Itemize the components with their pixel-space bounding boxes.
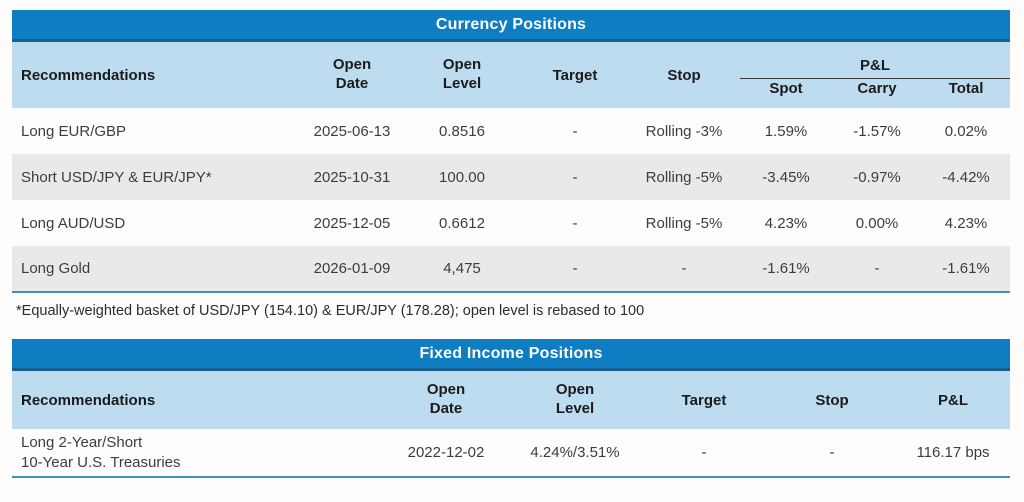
open-date-cell: 2026-01-09 (313, 260, 391, 277)
pl-carry-cell: 0.00% (855, 214, 899, 232)
currency-header-row: Recommendations Open Date Open Level Tar… (12, 42, 1010, 92)
currency-header-open-date: Open Date (332, 56, 372, 92)
currency-header-recommendations: Recommendations (21, 66, 156, 84)
fixed-income-table: Recommendations Open Date Open Level Tar… (12, 371, 1010, 478)
target-cell: - (701, 443, 707, 461)
fixed-income-header-pl: P&L (938, 391, 968, 409)
open-level-cell: 4.24%/3.51% (530, 443, 620, 461)
pl-spot-cell: -3.45% (762, 168, 810, 186)
currency-header-target: Target (552, 66, 598, 84)
pl-spot-cell: 1.59% (764, 122, 808, 140)
stop-cell: Rolling -5% (645, 214, 723, 232)
stop-cell: - (681, 260, 687, 277)
recommendation-cell: Long 2-Year/Short 10-Year U.S. Treasurie… (21, 434, 181, 471)
pl-carry-cell: -1.57% (853, 122, 901, 140)
currency-table: Recommendations Open Date Open Level Tar… (12, 42, 1010, 293)
table-row: Short USD/JPY & EUR/JPY* 2025-10-31 100.… (12, 154, 1010, 200)
target-cell: - (572, 214, 578, 232)
fixed-income-header-open-date: Open Date (426, 381, 466, 417)
pl-total-cell: -4.42% (942, 168, 990, 186)
currency-header-open-level: Open Level (442, 56, 482, 92)
pl-total-cell: 4.23% (944, 214, 988, 232)
open-level-cell: 100.00 (439, 168, 485, 186)
fixed-income-positions-table: Fixed Income Positions Recommendations O… (12, 339, 1010, 478)
pl-spot-cell: 4.23% (764, 214, 808, 232)
fixed-income-header-open-level: Open Level (555, 381, 595, 417)
currency-table-footnote: *Equally-weighted basket of USD/JPY (154… (16, 303, 645, 319)
fixed-income-header-row: Recommendations Open Date Open Level Tar… (12, 371, 1010, 429)
target-cell: - (572, 168, 578, 186)
table-row: Long Gold 2026-01-09 4,475 - - -1.61% - … (12, 246, 1010, 292)
open-date-cell: 2025-06-13 (313, 122, 391, 140)
stop-cell: - (829, 443, 835, 461)
recommendation-cell: Long AUD/USD (21, 214, 126, 232)
table-row: Long EUR/GBP 2025-06-13 0.8516 - Rolling… (12, 108, 1010, 154)
recommendation-cell: Short USD/JPY & EUR/JPY* (21, 168, 212, 186)
stop-cell: Rolling -3% (645, 122, 723, 140)
open-date-cell: 2022-12-02 (407, 443, 485, 461)
currency-table-title: Currency Positions (12, 10, 1010, 42)
fixed-income-table-title: Fixed Income Positions (12, 339, 1010, 371)
open-level-cell: 0.6612 (439, 214, 485, 232)
currency-positions-table: Currency Positions Recommendations Open … (12, 10, 1010, 339)
pl-cell: 116.17 bps (916, 443, 990, 461)
pl-carry-cell: -0.97% (853, 168, 901, 186)
fixed-income-header-stop: Stop (815, 391, 849, 409)
fixed-income-header-target: Target (681, 391, 727, 409)
pl-spot-cell: -1.61% (762, 260, 810, 277)
table-row: Long 2-Year/Short 10-Year U.S. Treasurie… (12, 429, 1010, 477)
pl-carry-cell: - (874, 260, 880, 277)
currency-header-pl-group: P&L (740, 42, 1010, 79)
currency-header-total: Total (948, 79, 984, 97)
open-date-cell: 2025-10-31 (313, 168, 391, 186)
table-row: Long AUD/USD 2025-12-05 0.6612 - Rolling… (12, 200, 1010, 246)
recommendation-cell: Long Gold (21, 260, 91, 277)
target-cell: - (572, 122, 578, 140)
currency-header-carry: Carry (857, 79, 897, 97)
pl-total-cell: -1.61% (942, 260, 990, 277)
target-cell: - (572, 260, 578, 277)
open-level-cell: 0.8516 (439, 122, 485, 140)
fixed-income-header-recommendations: Recommendations (21, 391, 156, 409)
stop-cell: Rolling -5% (645, 168, 723, 186)
pl-total-cell: 0.02% (944, 122, 988, 140)
currency-header-spot: Spot (769, 79, 803, 97)
currency-header-stop: Stop (667, 66, 701, 84)
open-date-cell: 2025-12-05 (313, 214, 391, 232)
open-level-cell: 4,475 (443, 260, 481, 277)
recommendation-cell: Long EUR/GBP (21, 122, 127, 140)
